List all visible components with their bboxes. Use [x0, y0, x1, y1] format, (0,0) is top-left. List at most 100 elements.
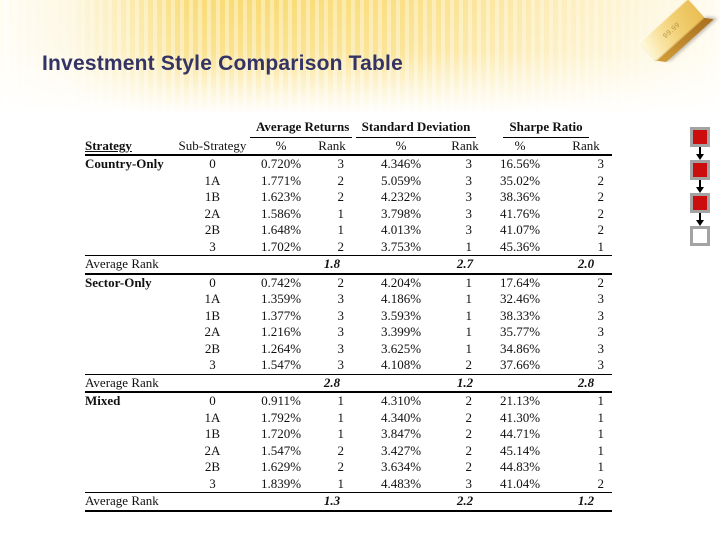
table-cell: 1.648%	[260, 222, 302, 237]
table-cell: 2.8	[560, 373, 613, 393]
table-cell: Country-Only	[85, 156, 164, 171]
column-header-row: Strategy Sub-Strategy % Rank % Rank % Ra…	[85, 137, 613, 156]
table-cell: 1.702%	[260, 238, 302, 254]
table-cell: 0	[209, 393, 216, 408]
comparison-table: Average Returns Standard Deviation Sharp…	[85, 119, 613, 512]
table-cell: 2B	[204, 340, 221, 356]
table-cell: 35.02%	[499, 172, 541, 188]
table-cell: 21.13%	[499, 393, 541, 408]
table-row: Sector-Only 0 0.742% 2 4.204% 1 17.64% 2	[85, 274, 612, 292]
table-cell	[480, 492, 561, 512]
flow-square-icon	[690, 160, 710, 180]
table-cell: 2	[337, 274, 345, 290]
table-cell: Average Rank	[85, 373, 250, 393]
table-cell	[85, 308, 175, 325]
table-cell: 41.04%	[499, 475, 541, 491]
table-cell: 0.720%	[260, 156, 302, 171]
table-cell: 1B	[204, 307, 221, 323]
table-cell: 1.2	[450, 373, 481, 393]
gold-bar-label: 99.99	[661, 20, 682, 40]
table-row: 1B 1.623% 2 4.232% 3 38.36% 2	[85, 189, 612, 206]
column-header-ar-pct: %	[250, 137, 312, 156]
table-cell: 3	[597, 340, 605, 356]
table-cell: 41.76%	[499, 205, 541, 221]
table-cell: 1A	[204, 409, 221, 425]
table-row: 3 1.702% 2 3.753% 1 45.36% 1	[85, 239, 612, 256]
arrow-down-icon	[696, 180, 704, 193]
table-cell: 37.66%	[499, 357, 541, 372]
table-cell	[480, 255, 561, 275]
table-cell: 1.623%	[260, 189, 302, 204]
table-cell: 1.547%	[260, 442, 302, 458]
table-cell	[480, 373, 561, 393]
table-cell: 3	[597, 291, 605, 306]
table-cell: 1.216%	[260, 324, 302, 339]
table-cell: 3.753%	[380, 238, 422, 254]
table-cell: 0.742%	[260, 274, 302, 290]
group-header-row: Average Returns Standard Deviation Sharp…	[85, 119, 612, 138]
table-cell	[352, 373, 451, 393]
table-cell: 1A	[204, 291, 221, 306]
table-cell: 3	[597, 307, 605, 323]
table-cell: 1.3	[312, 492, 353, 512]
page-title: Investment Style Comparison Table	[42, 52, 403, 75]
table-cell: 1.359%	[260, 291, 302, 306]
table-cell: 3	[209, 475, 216, 491]
table-cell: 1.586%	[260, 205, 302, 221]
table-cell: 1	[337, 409, 345, 425]
table-cell: 0	[209, 156, 216, 171]
table-cell: 3	[337, 340, 345, 356]
table-cell: 3.625%	[380, 340, 422, 356]
table-cell: 3	[465, 475, 473, 491]
table-cell	[85, 189, 175, 206]
table-cell: 32.46%	[499, 291, 541, 306]
table-row: 2B 1.648% 1 4.013% 3 41.07% 2	[85, 222, 612, 239]
table-cell: 1.547%	[260, 357, 302, 372]
table-cell: 1.792%	[260, 409, 302, 425]
table-cell	[85, 410, 175, 427]
table-cell: 2	[465, 393, 473, 408]
table-cell: Average Rank	[85, 492, 250, 512]
table-cell: 17.64%	[499, 274, 541, 290]
group-header-spacer	[85, 119, 250, 138]
table-cell: 2.8	[312, 373, 353, 393]
table-cell: 1.720%	[260, 426, 302, 441]
table-row: 1B 1.720% 1 3.847% 2 44.71% 1	[85, 426, 612, 443]
table-cell: 4.232%	[380, 189, 422, 204]
table-cell: 41.30%	[499, 409, 541, 425]
table-cell: 2	[465, 426, 473, 441]
table-cell: 3	[209, 238, 216, 254]
table-cell: 1	[465, 307, 473, 323]
table-cell	[85, 357, 175, 374]
table-cell: 1	[465, 274, 473, 290]
table-cell: 1	[337, 222, 345, 237]
table-cell: 4.310%	[380, 393, 422, 408]
table-cell: 4.483%	[380, 475, 422, 491]
table-row: 2B 1.264% 3 3.625% 1 34.86% 3	[85, 341, 612, 358]
table-cell: 1	[597, 409, 605, 425]
table-row: 2A 1.586% 1 3.798% 3 41.76% 2	[85, 206, 612, 223]
group-header-average-returns: Average Returns	[250, 119, 353, 138]
table-cell: Sector-Only	[85, 274, 152, 290]
table-cell: 1	[337, 475, 345, 491]
table-cell: 3	[337, 156, 345, 171]
column-header-sr-rank: Rank	[560, 137, 613, 156]
table-cell	[250, 373, 312, 393]
table-cell: 45.14%	[499, 442, 541, 458]
average-rank-row: Average Rank 2.8 1.2 2.8	[85, 373, 613, 393]
table-cell: 1A	[204, 172, 221, 188]
table-cell: 1.839%	[260, 475, 302, 491]
column-header-sr-pct: %	[480, 137, 561, 156]
table-cell	[85, 173, 175, 190]
table-cell: 1	[465, 340, 473, 356]
table-cell: 2	[597, 274, 605, 290]
table-cell	[85, 476, 175, 493]
table-cell: 4.108%	[380, 357, 422, 372]
column-header-strategy: Strategy	[85, 137, 175, 156]
table-cell: 4.204%	[380, 274, 422, 290]
table-cell: 1.629%	[260, 459, 302, 474]
table-cell: 3	[597, 324, 605, 339]
column-header-sub-strategy: Sub-Strategy	[175, 137, 250, 156]
table-cell	[250, 255, 312, 275]
table-cell: 3	[337, 324, 345, 339]
